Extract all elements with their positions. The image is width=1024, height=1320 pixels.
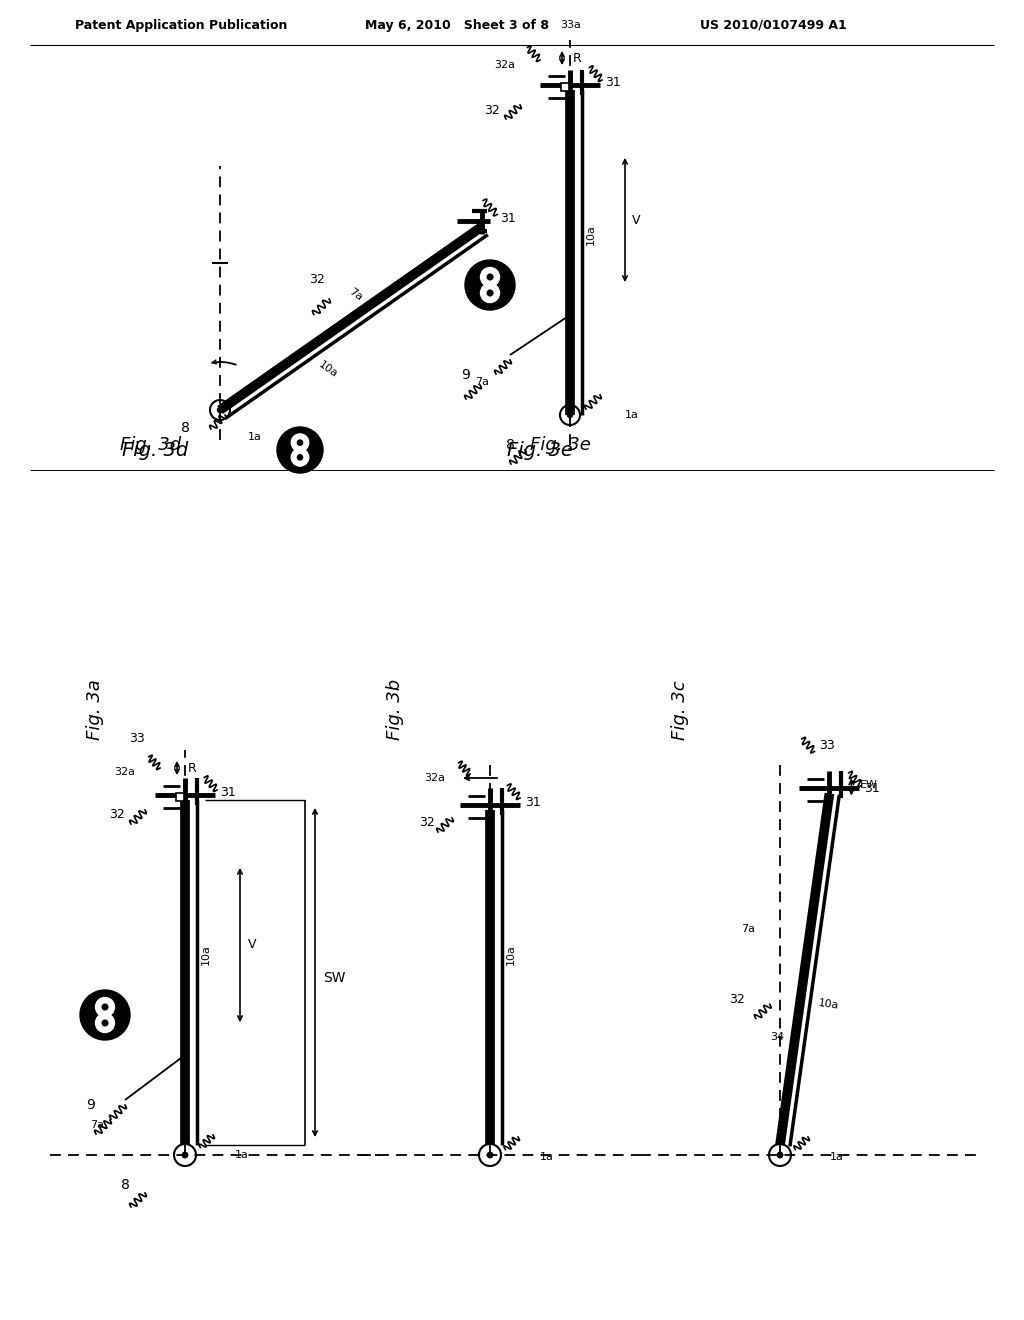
Text: 32: 32 — [729, 993, 744, 1006]
Circle shape — [480, 268, 500, 286]
Text: 7a: 7a — [475, 378, 489, 387]
Circle shape — [278, 426, 323, 473]
Text: V: V — [248, 939, 256, 952]
Text: 10a: 10a — [506, 945, 516, 965]
Text: 33: 33 — [819, 739, 836, 752]
Text: 32: 32 — [110, 808, 125, 821]
Text: 1a: 1a — [830, 1152, 844, 1162]
Text: 10a: 10a — [586, 224, 596, 246]
Text: 7a: 7a — [740, 924, 755, 935]
Text: 33a: 33a — [560, 20, 581, 30]
Text: 10a: 10a — [316, 360, 340, 380]
Text: SW: SW — [323, 970, 345, 985]
Circle shape — [487, 290, 493, 296]
Text: US 2010/0107499 A1: US 2010/0107499 A1 — [700, 18, 847, 32]
Circle shape — [217, 408, 222, 412]
Circle shape — [95, 1014, 115, 1032]
Text: Patent Application Publication: Patent Application Publication — [75, 18, 288, 32]
Text: 32: 32 — [484, 103, 500, 116]
Text: 33: 33 — [129, 731, 145, 744]
Circle shape — [102, 1020, 108, 1026]
Text: 1a: 1a — [248, 432, 262, 442]
Bar — [176, 793, 184, 801]
Circle shape — [297, 454, 303, 459]
Circle shape — [777, 1152, 782, 1158]
Text: 1a: 1a — [234, 1150, 249, 1160]
Text: 31: 31 — [605, 75, 621, 88]
Text: V: V — [632, 214, 640, 227]
Circle shape — [102, 1005, 108, 1010]
Text: Fig. 3d: Fig. 3d — [122, 441, 188, 459]
Circle shape — [291, 449, 309, 466]
Text: 10a: 10a — [201, 945, 211, 965]
Text: 32: 32 — [309, 272, 325, 285]
Text: 31: 31 — [864, 781, 881, 795]
Text: 9: 9 — [461, 368, 470, 381]
Text: 7a: 7a — [90, 1119, 104, 1130]
Text: Fig. 3b: Fig. 3b — [386, 678, 404, 741]
Text: 34: 34 — [770, 1031, 783, 1041]
Text: May 6, 2010   Sheet 3 of 8: May 6, 2010 Sheet 3 of 8 — [365, 18, 549, 32]
Text: Fig. 3e: Fig. 3e — [507, 441, 573, 459]
Text: R: R — [573, 51, 582, 65]
Text: 8: 8 — [506, 438, 515, 451]
Text: EW: EW — [859, 780, 878, 791]
Text: Fig. 3c: Fig. 3c — [671, 680, 689, 741]
Text: 32a: 32a — [494, 59, 515, 70]
Circle shape — [487, 275, 493, 280]
Text: 31: 31 — [220, 785, 236, 799]
Circle shape — [80, 990, 130, 1040]
Text: 32a: 32a — [424, 774, 445, 783]
Bar — [561, 83, 569, 91]
Circle shape — [465, 260, 515, 310]
Text: 31: 31 — [525, 796, 541, 808]
Text: 10a: 10a — [818, 998, 840, 1011]
Circle shape — [291, 434, 309, 451]
Text: 8: 8 — [181, 421, 190, 436]
Text: 32: 32 — [419, 816, 435, 829]
Circle shape — [567, 412, 572, 417]
Circle shape — [487, 1152, 493, 1158]
Text: 8: 8 — [121, 1177, 130, 1192]
Circle shape — [182, 1152, 187, 1158]
Text: Fig. 3d: Fig. 3d — [120, 436, 181, 454]
Circle shape — [297, 440, 303, 445]
Text: Fig. 3e: Fig. 3e — [530, 436, 591, 454]
Circle shape — [480, 284, 500, 302]
Text: Fig. 3a: Fig. 3a — [86, 680, 104, 741]
Text: 32a: 32a — [114, 767, 135, 777]
Text: R: R — [188, 762, 197, 775]
Circle shape — [95, 998, 115, 1016]
Text: 1a: 1a — [625, 411, 639, 420]
Text: 9: 9 — [86, 1098, 95, 1111]
Text: 7a: 7a — [347, 286, 365, 304]
Text: 31: 31 — [500, 213, 516, 224]
Text: 1a: 1a — [540, 1152, 554, 1162]
